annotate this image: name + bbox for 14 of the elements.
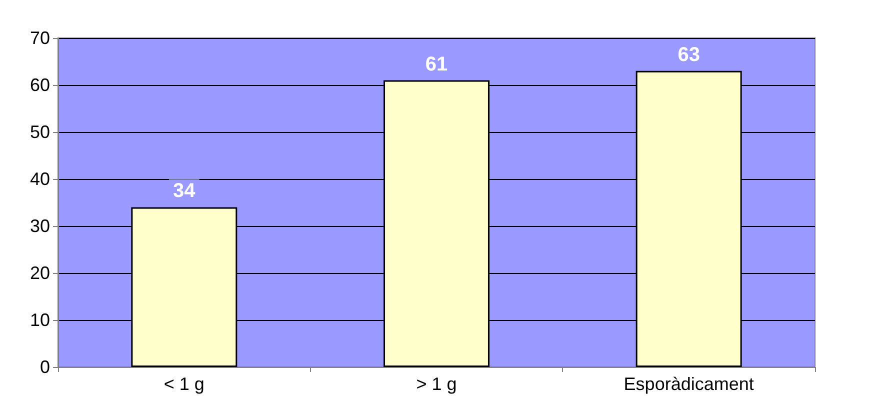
y-tick-label: 20 (30, 263, 50, 283)
y-tick-label: 70 (30, 28, 50, 48)
y-tick-label: 10 (30, 310, 50, 330)
y-tick-label: 60 (30, 75, 50, 95)
x-tick-label: < 1 g (164, 374, 204, 394)
data-label: 63 (678, 44, 700, 66)
y-tick-label: 0 (40, 357, 50, 377)
y-tick-label: 30 (30, 216, 50, 236)
y-tick-label: 40 (30, 169, 50, 189)
x-tick-label: > 1 g (416, 374, 457, 394)
x-tick-label: Esporàdicament (624, 374, 754, 394)
data-label: 34 (173, 180, 196, 202)
data-label: 61 (425, 53, 448, 76)
y-tick-label: 50 (30, 122, 50, 142)
